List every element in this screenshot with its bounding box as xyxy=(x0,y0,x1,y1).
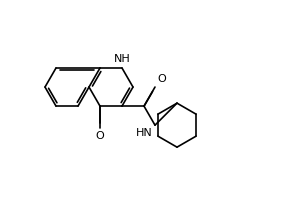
Text: O: O xyxy=(157,74,166,84)
Text: NH: NH xyxy=(114,54,130,64)
Text: HN: HN xyxy=(136,128,153,138)
Text: O: O xyxy=(96,131,104,141)
